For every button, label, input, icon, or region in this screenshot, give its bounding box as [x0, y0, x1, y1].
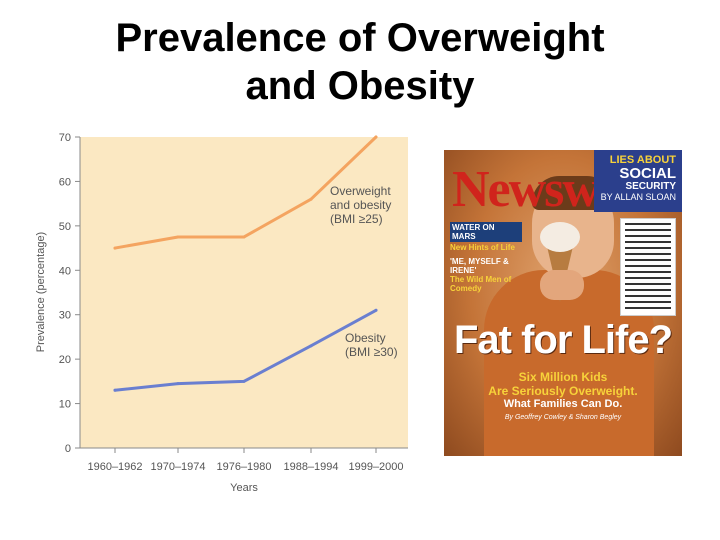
cover-subhead: Six Million Kids Are Seriously Overweigh… [444, 370, 682, 398]
banner-main: SOCIAL [619, 165, 676, 182]
banner-top: LIES ABOUT [609, 154, 676, 166]
x-tick-label-4: 1999–2000 [348, 461, 403, 473]
y-axis-title: Prevalence (percentage) [35, 232, 47, 352]
cover-teasers: WATER ON MARS New Hints of Life 'ME, MYS… [450, 222, 522, 293]
y-tick-label-0: 0 [65, 443, 71, 455]
y-tick-label-6: 60 [59, 176, 71, 188]
slide-title: Prevalence of Overweight and Obesity [0, 14, 720, 110]
overweight-label-2: and obesity [330, 198, 391, 212]
overweight-label-3: (BMI ≥25) [330, 212, 383, 226]
y-tick-label-3: 30 [59, 310, 71, 322]
x-tick-label-3: 1988–1994 [283, 461, 338, 473]
banner-sub: SECURITY [625, 181, 676, 192]
point-overweight-3 [309, 197, 313, 201]
teaser-2: New Hints of Life [450, 243, 515, 252]
y-tick-label-2: 20 [59, 354, 71, 366]
prevalence-chart: 0 10 20 30 40 50 60 70 1960–1962 1970–1974 1976–1… [35, 132, 408, 494]
x-tick-label-2: 1976–1980 [216, 461, 271, 473]
obesity-label-1: Obesity [345, 331, 386, 345]
point-overweight-4 [374, 135, 378, 139]
cover-headline: Fat for Life? [453, 318, 673, 362]
plot-background [80, 137, 408, 448]
subhead-line-1: Six Million Kids [518, 370, 608, 384]
series-lines [113, 135, 378, 392]
subhead-line-2: Are Seriously Overweight. [488, 384, 638, 398]
x-ticks: 1960–1962 1970–1974 1976–1980 1988–1994 1999… [87, 448, 404, 473]
obesity-label-2: (BMI ≥30) [345, 345, 398, 359]
point-obesity-2 [242, 379, 246, 383]
point-overweight-1 [176, 235, 180, 239]
point-obesity-0 [113, 388, 117, 392]
point-obesity-3 [309, 344, 313, 348]
y-ticks: 0 10 20 30 40 50 60 70 [59, 132, 80, 455]
y-tick-label-4: 40 [59, 265, 71, 277]
teaser-3: 'ME, MYSELF & IRENE' [450, 257, 509, 275]
ice-cream-scoop [540, 222, 580, 252]
cover-subhead-2: What Families Can Do. [503, 398, 623, 410]
cover-byline: By Geoffrey Cowley & Sharon Begley [504, 414, 622, 421]
point-overweight-0 [113, 246, 117, 250]
teaser-1: WATER ON MARS [450, 222, 522, 242]
x-tick-label-0: 1960–1962 [87, 461, 142, 473]
point-obesity-1 [176, 382, 180, 386]
x-tick-label-1: 1970–1974 [150, 461, 205, 473]
x-axis-title: Years [230, 482, 258, 494]
magazine-cover: Newsweek LIES ABOUT SOCIAL SECURITY BY A… [444, 150, 682, 456]
point-overweight-2 [242, 235, 246, 239]
teaser-4: The Wild Men of Comedy [450, 275, 512, 293]
kid-hand [540, 270, 584, 300]
y-tick-label-1: 10 [59, 399, 71, 411]
barcode [620, 218, 676, 316]
overweight-label-1: Overweight [330, 184, 391, 198]
title-line-2: and Obesity [245, 64, 475, 108]
title-line-1: Prevalence of Overweight [115, 16, 605, 60]
y-tick-label-5: 50 [59, 221, 71, 233]
point-obesity-4 [374, 308, 378, 312]
banner-by: BY ALLAN SLOAN [600, 192, 676, 202]
cover-corner-banner: LIES ABOUT SOCIAL SECURITY BY ALLAN SLOA… [594, 150, 682, 212]
y-tick-label-7: 70 [59, 132, 71, 144]
